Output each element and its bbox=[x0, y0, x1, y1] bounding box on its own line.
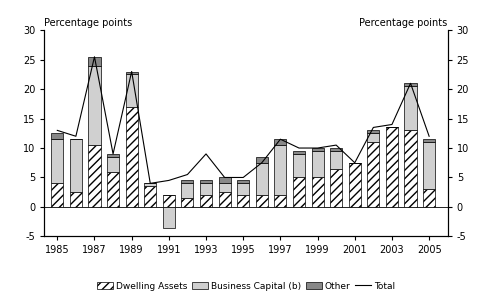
Total bbox=[184, 173, 190, 176]
Total bbox=[110, 152, 116, 156]
Bar bbox=[311, 178, 324, 207]
Total bbox=[277, 137, 283, 141]
Bar bbox=[404, 86, 417, 130]
Total bbox=[296, 146, 302, 150]
Bar bbox=[386, 128, 398, 207]
Bar bbox=[89, 66, 100, 145]
Total bbox=[222, 176, 228, 179]
Total bbox=[129, 70, 135, 73]
Bar bbox=[330, 151, 342, 169]
Bar bbox=[293, 154, 305, 178]
Bar bbox=[51, 183, 63, 207]
Bar bbox=[125, 107, 138, 207]
Total bbox=[389, 123, 395, 126]
Bar bbox=[70, 192, 82, 207]
Total bbox=[166, 178, 172, 182]
Bar bbox=[51, 139, 63, 183]
Bar bbox=[293, 178, 305, 207]
Bar bbox=[368, 130, 379, 133]
Bar bbox=[125, 75, 138, 107]
Bar bbox=[107, 154, 119, 157]
Total bbox=[54, 128, 60, 132]
Text: Percentage points: Percentage points bbox=[44, 18, 132, 28]
Bar bbox=[144, 183, 156, 186]
Bar bbox=[237, 180, 249, 183]
Total bbox=[333, 143, 339, 147]
Total bbox=[240, 176, 246, 179]
Total bbox=[92, 55, 97, 58]
Bar bbox=[200, 195, 212, 207]
Bar bbox=[404, 130, 417, 207]
Bar bbox=[163, 195, 175, 207]
Bar bbox=[107, 157, 119, 171]
Bar bbox=[423, 139, 435, 142]
Bar bbox=[368, 142, 379, 207]
Bar bbox=[275, 139, 286, 145]
Bar bbox=[256, 195, 268, 207]
Total bbox=[407, 82, 413, 85]
Bar bbox=[368, 133, 379, 142]
Bar bbox=[330, 169, 342, 207]
Bar bbox=[163, 207, 175, 228]
Bar bbox=[404, 83, 417, 86]
Total bbox=[314, 146, 320, 150]
Line: Total: Total bbox=[57, 57, 429, 183]
Total bbox=[259, 161, 265, 165]
Bar bbox=[218, 192, 231, 207]
Bar bbox=[293, 151, 305, 154]
Total bbox=[426, 135, 432, 138]
Legend: Dwelling Assets, Business Capital (b), Other, Total: Dwelling Assets, Business Capital (b), O… bbox=[93, 278, 399, 294]
Bar bbox=[237, 183, 249, 195]
Bar bbox=[423, 142, 435, 189]
Bar bbox=[237, 195, 249, 207]
Bar bbox=[70, 139, 82, 192]
Bar bbox=[182, 183, 193, 198]
Bar bbox=[423, 189, 435, 207]
Total bbox=[203, 152, 209, 156]
Bar bbox=[275, 145, 286, 195]
Bar bbox=[256, 163, 268, 195]
Bar bbox=[275, 195, 286, 207]
Total bbox=[147, 181, 153, 185]
Bar bbox=[218, 178, 231, 183]
Bar bbox=[218, 183, 231, 192]
Text: Percentage points: Percentage points bbox=[360, 18, 448, 28]
Bar bbox=[200, 183, 212, 195]
Bar bbox=[330, 148, 342, 151]
Total bbox=[73, 135, 79, 138]
Bar bbox=[182, 180, 193, 183]
Bar bbox=[200, 180, 212, 183]
Bar bbox=[89, 57, 100, 66]
Bar bbox=[125, 72, 138, 75]
Bar bbox=[349, 163, 361, 207]
Bar bbox=[182, 198, 193, 207]
Bar bbox=[311, 151, 324, 178]
Bar bbox=[107, 171, 119, 207]
Bar bbox=[144, 186, 156, 207]
Bar bbox=[256, 157, 268, 163]
Bar bbox=[51, 133, 63, 139]
Bar bbox=[89, 145, 100, 207]
Total bbox=[370, 126, 376, 129]
Bar bbox=[311, 148, 324, 151]
Total bbox=[352, 161, 358, 165]
